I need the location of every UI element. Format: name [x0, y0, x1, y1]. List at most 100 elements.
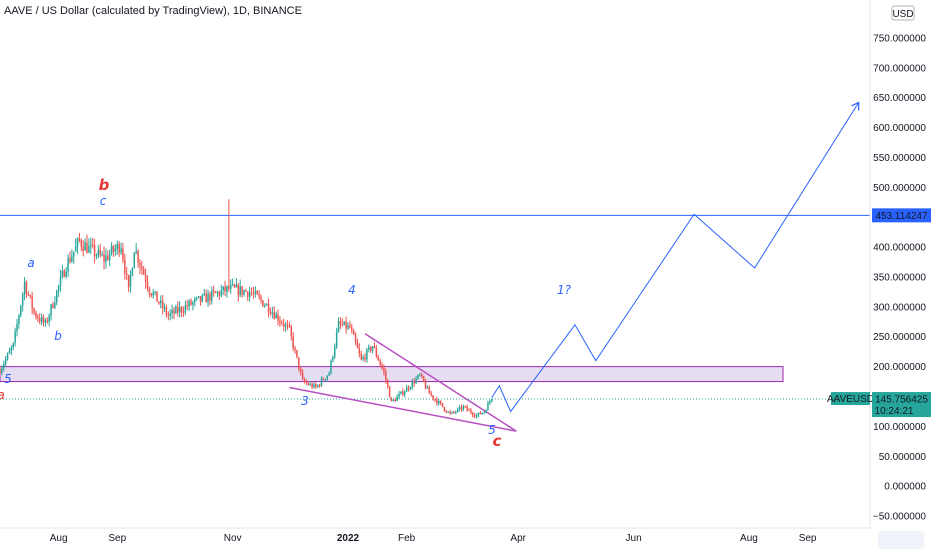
candle-body: [33, 308, 35, 313]
candle-body: [447, 411, 449, 413]
candle-body: [407, 387, 410, 390]
candle-body: [78, 238, 81, 241]
candle-body: [413, 381, 415, 384]
candle-body: [247, 291, 249, 297]
candle-body: [415, 378, 417, 384]
candle-body: [82, 246, 84, 251]
axis-corner: [878, 531, 924, 549]
candle-body: [35, 312, 37, 318]
candle-body: [148, 287, 151, 294]
candle-body: [371, 346, 374, 351]
candle-body: [226, 286, 228, 292]
candle-body: [67, 258, 69, 272]
price-tick-label: −50.000000: [873, 512, 927, 523]
candle-body: [116, 243, 119, 249]
candle-body: [131, 268, 134, 276]
candle-body: [451, 411, 453, 414]
chart-title: AAVE / US Dollar (calculated by TradingV…: [4, 5, 302, 17]
candle-body: [54, 302, 56, 308]
price-tick-label: 700.000000: [873, 63, 926, 74]
candle-body: [392, 399, 395, 401]
candle-body: [426, 387, 429, 389]
candle-body: [6, 353, 9, 360]
candle-body: [377, 356, 380, 361]
time-tick-label: 2022: [337, 533, 360, 544]
candle-body: [330, 360, 332, 374]
candle-body: [487, 403, 489, 411]
price-tick-label: 250.000000: [873, 332, 926, 343]
candle-body: [250, 292, 253, 294]
candle-body: [277, 314, 279, 322]
currency-label: USD: [892, 9, 913, 20]
candle-body: [14, 331, 16, 344]
candle-body: [470, 409, 472, 413]
price-tick-label: 0.000000: [884, 482, 926, 493]
candle-body: [4, 359, 7, 365]
candle-body: [358, 348, 361, 354]
candle-body: [267, 303, 270, 313]
candle-body: [237, 284, 240, 296]
candles-layer: [0, 199, 493, 419]
candle-body: [269, 312, 272, 314]
candle-body: [472, 412, 474, 416]
candle-body: [175, 306, 177, 314]
candle-body: [345, 321, 347, 329]
candle-body: [38, 318, 41, 322]
candle-body: [456, 408, 459, 412]
candle-body: [165, 307, 168, 315]
candle-body: [27, 294, 30, 296]
wave-labels-layer: bcab5a431?5c: [0, 176, 572, 450]
candle-body: [101, 254, 103, 256]
candle-body: [347, 325, 349, 329]
candle-body: [0, 369, 1, 374]
price-axis: USD 750.000000 700.000000 650.000000 600.000…: [827, 0, 932, 550]
candle-body: [214, 291, 217, 294]
wave-label-5: 5: [4, 372, 12, 386]
candle-body: [61, 270, 64, 277]
price-axis-bg: [870, 0, 932, 550]
projection-layer: [491, 101, 860, 413]
candle-body: [212, 290, 215, 292]
candle-body: [65, 271, 67, 277]
candle-body: [59, 276, 62, 286]
projection-arrowhead: [851, 101, 860, 111]
candle-body: [218, 292, 221, 296]
candle-body: [235, 284, 238, 288]
candle-body: [114, 248, 117, 252]
candle-body: [362, 357, 364, 360]
price-tick-label: 100.000000: [873, 422, 926, 433]
candle-body: [430, 393, 432, 396]
candle-body: [216, 292, 219, 294]
candle-body: [57, 285, 60, 291]
candle-body: [110, 246, 113, 255]
candle-body: [481, 412, 484, 415]
candle-body: [25, 282, 28, 295]
candle-body: [489, 401, 491, 404]
candle-body: [328, 373, 330, 376]
candle-body: [368, 347, 370, 350]
candle-body: [356, 342, 359, 349]
candle-body: [411, 381, 414, 388]
candle-body: [475, 415, 478, 417]
candle-body: [405, 387, 408, 392]
wave-label-10: 5: [488, 423, 496, 437]
candle-body: [55, 290, 58, 303]
price-tick-label: 600.000000: [873, 123, 926, 134]
candle-body: [322, 378, 325, 380]
price-tick-label: 750.000000: [873, 33, 926, 44]
candle-body: [258, 294, 260, 297]
last-price-badge: [872, 392, 931, 418]
candle-body: [188, 300, 190, 307]
candle-body: [186, 305, 188, 307]
candle-body: [490, 399, 493, 402]
candle-body: [178, 307, 181, 313]
candle-body: [63, 270, 66, 277]
candle-body: [422, 376, 425, 382]
candle-body: [339, 321, 342, 325]
candle-body: [309, 383, 311, 385]
time-tick-label: Aug: [50, 533, 68, 544]
candle-body: [197, 296, 200, 298]
price-tick-label: 200.000000: [873, 362, 926, 373]
candle-body: [80, 240, 83, 247]
